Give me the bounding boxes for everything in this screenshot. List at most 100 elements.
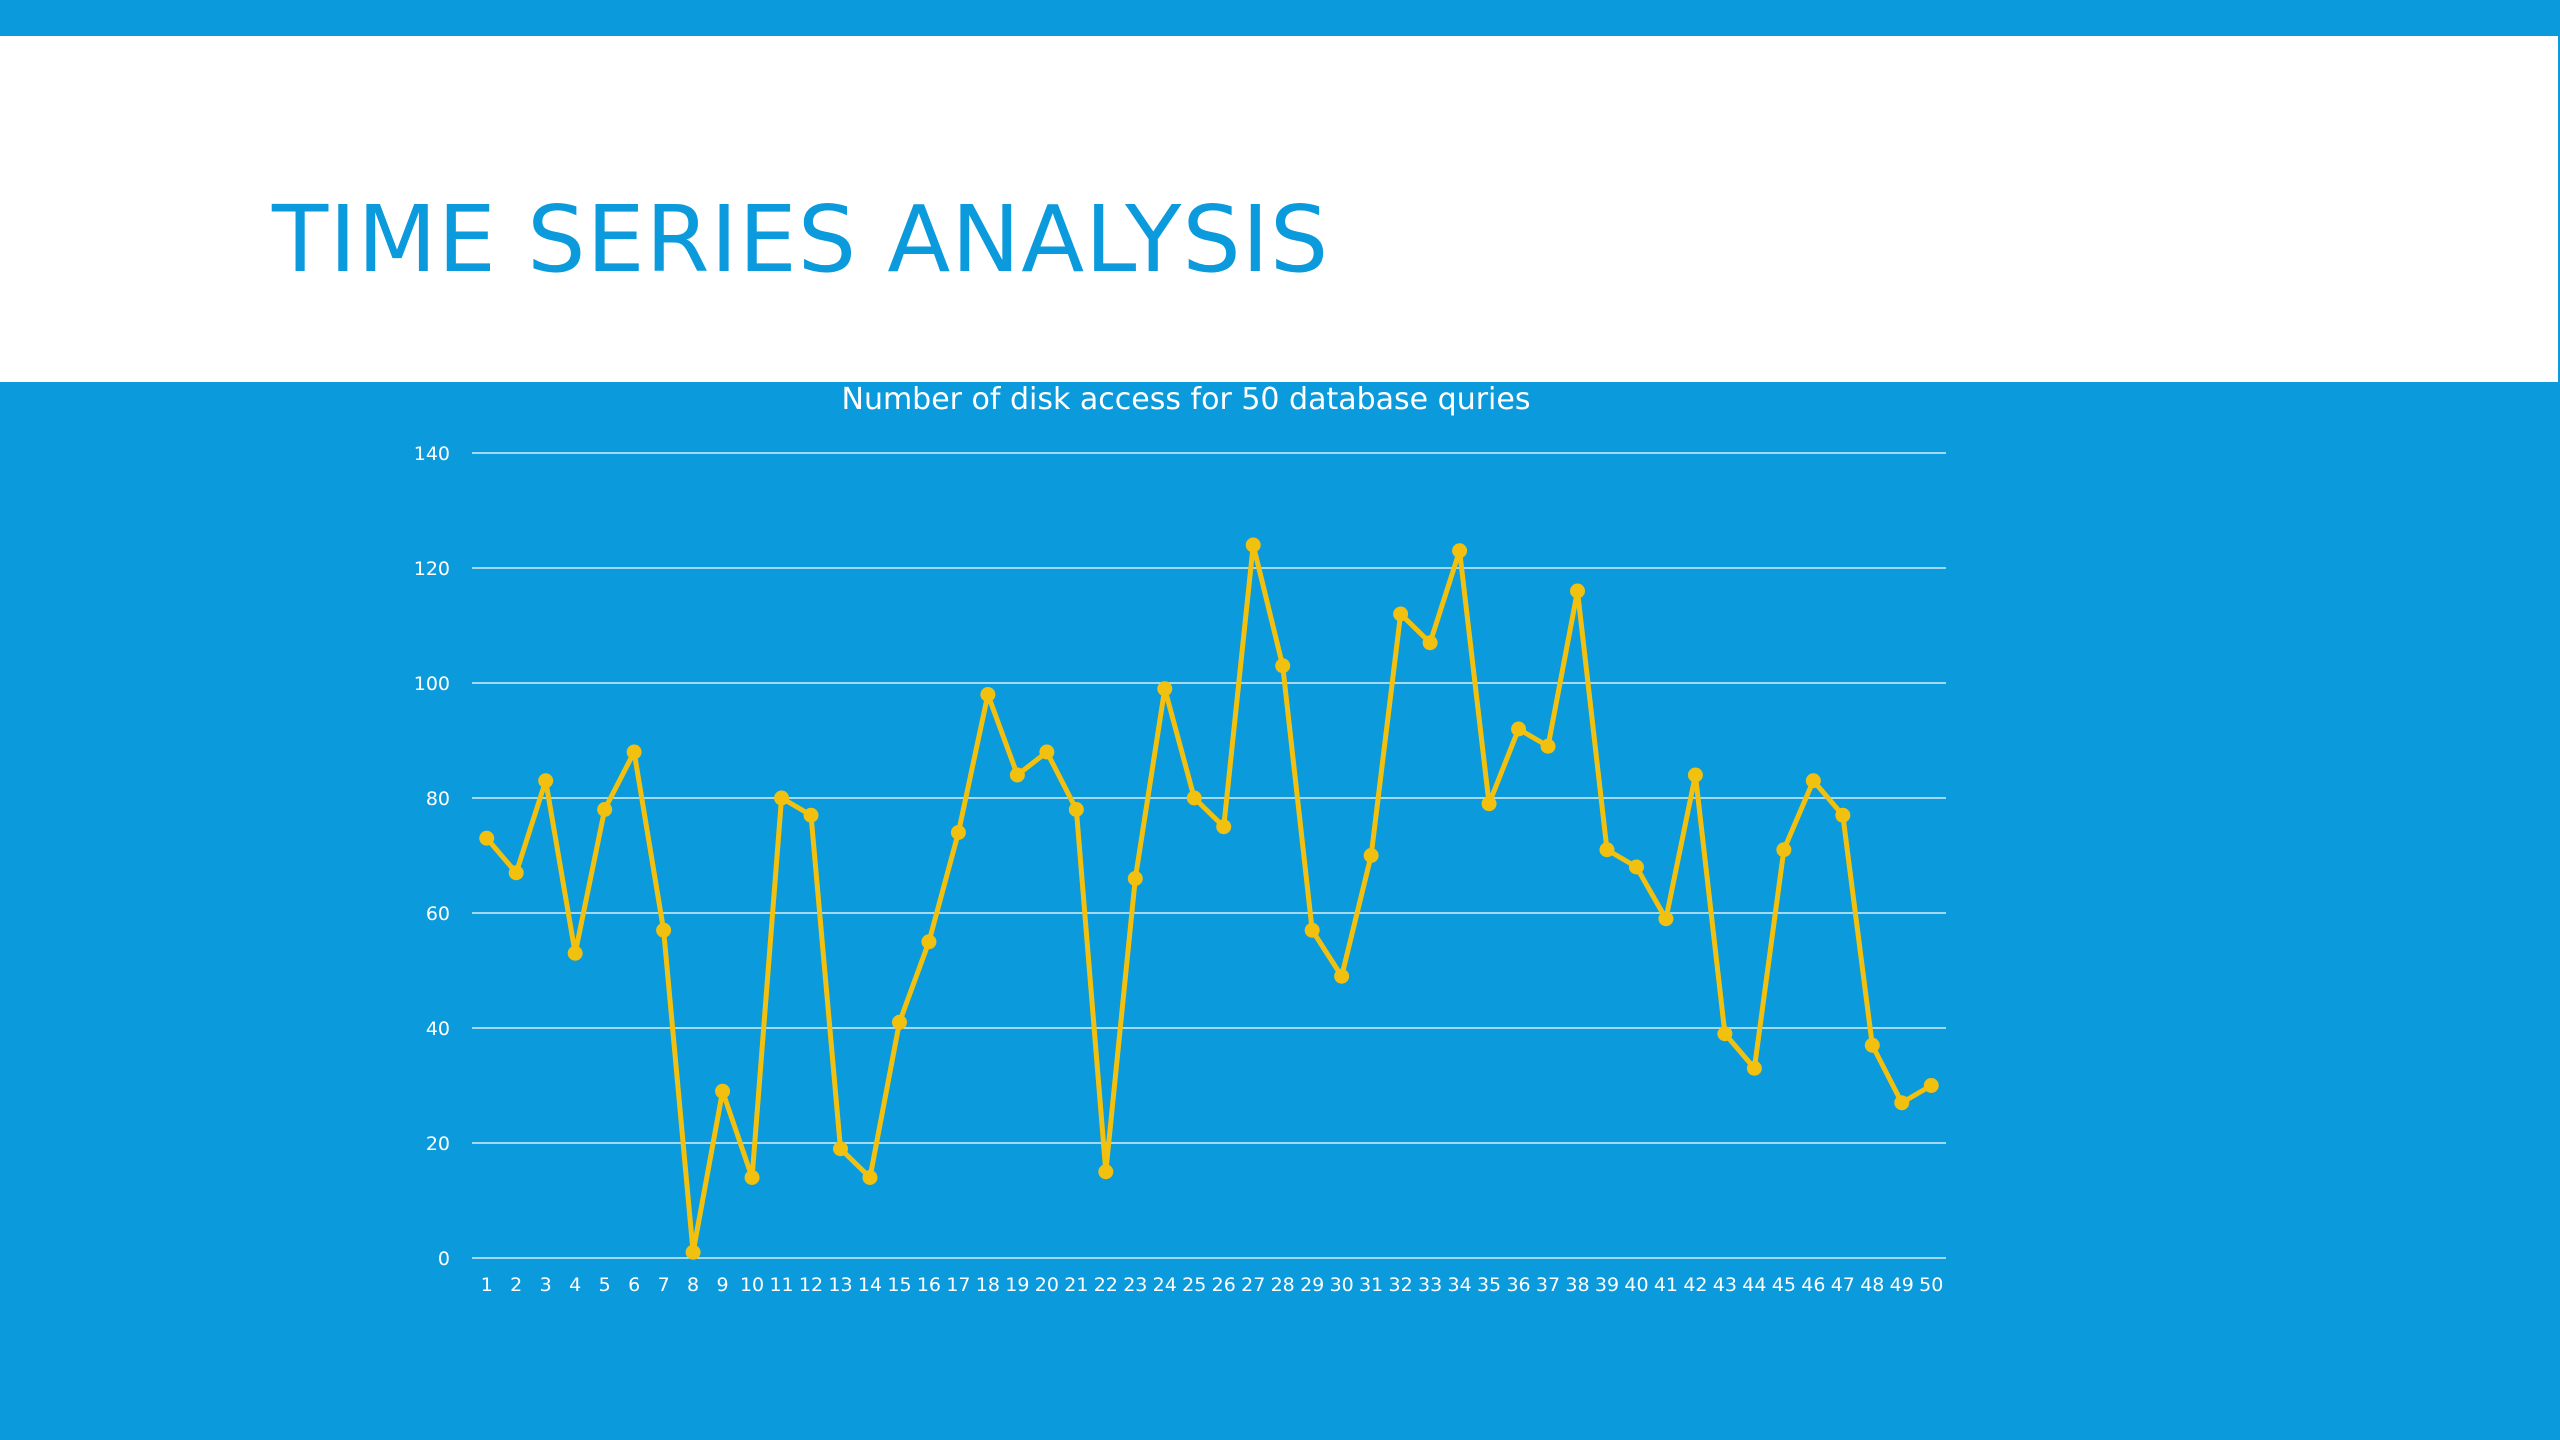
x-tick-label: 42 xyxy=(1683,1274,1707,1296)
data-point xyxy=(1894,1095,1910,1111)
x-tick-label: 29 xyxy=(1300,1274,1324,1296)
x-tick-label: 16 xyxy=(917,1274,941,1296)
data-point xyxy=(1864,1037,1880,1053)
x-tick-label: 13 xyxy=(828,1274,852,1296)
data-point xyxy=(803,807,819,823)
x-tick-label: 2 xyxy=(510,1274,522,1296)
x-tick-label: 18 xyxy=(976,1274,1000,1296)
data-point xyxy=(1452,543,1468,559)
data-point xyxy=(1363,848,1379,863)
x-tick-label: 45 xyxy=(1772,1274,1796,1296)
data-point xyxy=(1422,635,1438,651)
x-tick-label: 49 xyxy=(1890,1274,1914,1296)
x-tick-label: 34 xyxy=(1447,1274,1471,1296)
y-axis-ticks: 0 20 40 60 80 100 120 140 xyxy=(414,443,450,1270)
x-tick-label: 41 xyxy=(1654,1274,1678,1296)
data-point xyxy=(479,830,495,846)
chart-area: Number of disk access for 50 database qu… xyxy=(0,382,2560,1440)
data-point xyxy=(1334,968,1350,984)
data-point xyxy=(1245,537,1261,553)
x-tick-label: 10 xyxy=(740,1274,764,1296)
data-point xyxy=(1068,802,1084,817)
data-point xyxy=(1186,790,1202,806)
y-tick-label: 0 xyxy=(438,1248,450,1270)
x-tick-label: 33 xyxy=(1418,1274,1442,1296)
data-point xyxy=(1039,744,1055,760)
data-point xyxy=(567,945,583,961)
x-tick-label: 25 xyxy=(1182,1274,1206,1296)
y-tick-label: 100 xyxy=(414,673,450,695)
x-tick-label: 15 xyxy=(887,1274,911,1296)
data-point xyxy=(1835,807,1851,823)
x-tick-label: 9 xyxy=(717,1274,729,1296)
x-tick-label: 47 xyxy=(1831,1274,1855,1296)
x-tick-label: 28 xyxy=(1271,1274,1295,1296)
data-point xyxy=(774,790,790,806)
data-point xyxy=(980,687,996,702)
data-point xyxy=(833,1141,848,1157)
x-tick-label: 46 xyxy=(1801,1274,1825,1296)
chart-title: Number of disk access for 50 database qu… xyxy=(842,382,1531,417)
gridlines xyxy=(472,452,1946,1259)
x-tick-label: 24 xyxy=(1153,1274,1177,1296)
x-tick-label: 8 xyxy=(687,1274,699,1296)
data-point xyxy=(891,1014,907,1030)
data-point xyxy=(1511,721,1527,737)
y-tick-label: 20 xyxy=(426,1133,450,1155)
data-point xyxy=(1540,738,1556,754)
slide-title: TIME SERIES ANALYSIS xyxy=(272,186,1330,293)
x-tick-label: 3 xyxy=(540,1274,552,1296)
data-point xyxy=(1570,583,1585,599)
data-point xyxy=(1009,767,1025,783)
x-tick-label: 37 xyxy=(1536,1274,1560,1296)
data-point xyxy=(1923,1078,1939,1093)
x-tick-label: 40 xyxy=(1624,1274,1648,1296)
x-tick-label: 35 xyxy=(1477,1274,1501,1296)
x-tick-label: 11 xyxy=(769,1274,793,1296)
data-point xyxy=(1687,767,1703,783)
x-tick-label: 31 xyxy=(1359,1274,1383,1296)
x-tick-label: 23 xyxy=(1123,1274,1147,1296)
x-tick-label: 39 xyxy=(1595,1274,1619,1296)
x-tick-label: 50 xyxy=(1919,1274,1943,1296)
data-point xyxy=(597,802,613,817)
x-tick-label: 36 xyxy=(1506,1274,1530,1296)
title-panel: TIME SERIES ANALYSIS xyxy=(0,36,2558,382)
data-point xyxy=(715,1083,731,1099)
top-accent-bar xyxy=(0,0,2560,36)
y-tick-label: 60 xyxy=(426,903,450,925)
x-tick-label: 43 xyxy=(1713,1274,1737,1296)
x-tick-label: 17 xyxy=(946,1274,970,1296)
data-point xyxy=(1717,1026,1733,1042)
data-point xyxy=(1746,1060,1762,1076)
data-point xyxy=(1481,796,1497,812)
x-tick-label: 32 xyxy=(1389,1274,1413,1296)
data-point xyxy=(1304,922,1320,938)
x-tick-label: 38 xyxy=(1565,1274,1589,1296)
data-point xyxy=(744,1170,760,1185)
data-point xyxy=(1393,606,1409,622)
line-chart: Number of disk access for 50 database qu… xyxy=(414,382,1946,1296)
x-tick-label: 6 xyxy=(628,1274,640,1296)
data-point xyxy=(1098,1164,1114,1180)
x-tick-label: 14 xyxy=(858,1274,882,1296)
data-point xyxy=(508,865,524,881)
x-tick-label: 26 xyxy=(1212,1274,1236,1296)
x-axis-ticks: 1 2 3 4 5 6 7 8 9 10 11 12 13 14 15 16 17 18 19 20 21 22 23 24 2… xyxy=(481,1274,1944,1296)
x-tick-label: 20 xyxy=(1035,1274,1059,1296)
data-point xyxy=(1157,681,1173,697)
x-tick-label: 12 xyxy=(799,1274,823,1296)
data-point xyxy=(656,922,672,938)
x-tick-label: 1 xyxy=(481,1274,493,1296)
data-point xyxy=(1216,819,1232,835)
data-point xyxy=(1776,842,1792,858)
data-point xyxy=(1658,911,1674,927)
data-point xyxy=(1275,658,1291,674)
data-point xyxy=(538,773,554,789)
y-tick-label: 140 xyxy=(414,443,450,465)
data-point xyxy=(950,825,966,840)
data-point xyxy=(1628,859,1644,875)
x-tick-label: 19 xyxy=(1005,1274,1029,1296)
x-tick-label: 30 xyxy=(1330,1274,1354,1296)
data-point xyxy=(1805,773,1821,789)
